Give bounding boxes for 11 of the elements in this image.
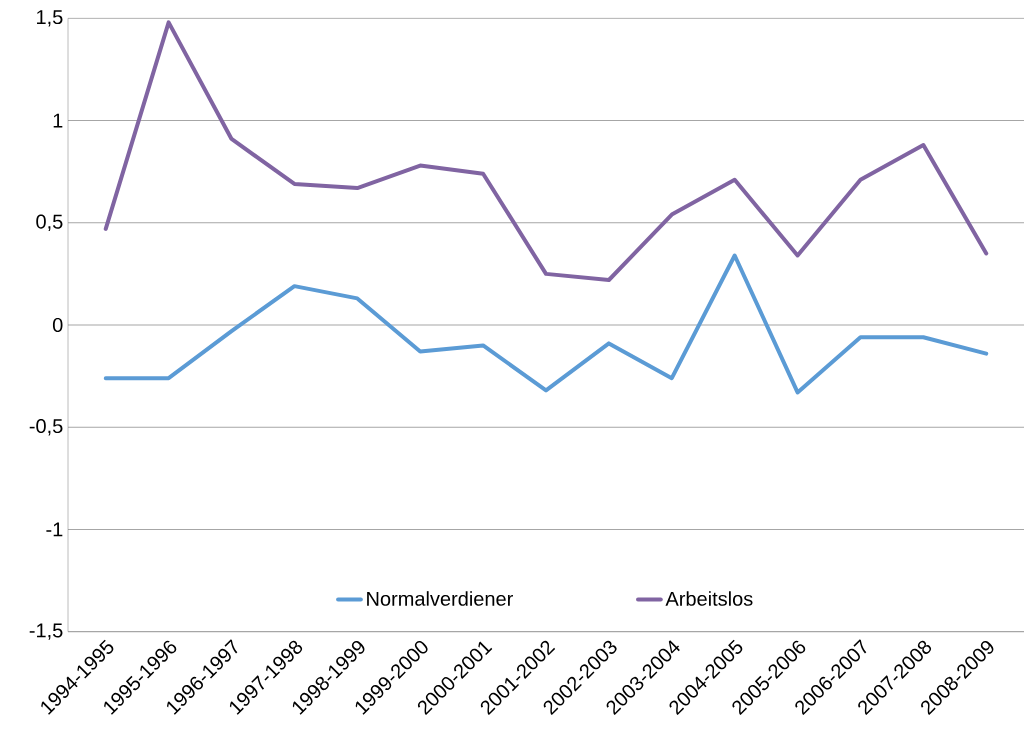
legend-label: Arbeitslos bbox=[665, 591, 753, 606]
y-tick-label: -1 bbox=[46, 522, 63, 537]
y-tick-label: -1,5 bbox=[29, 623, 63, 640]
y-tick-label: -0,5 bbox=[29, 418, 63, 436]
y-tick-label: 1 bbox=[53, 113, 63, 128]
y-tick-label: 0 bbox=[52, 317, 63, 333]
y-tick-label: 0,5 bbox=[36, 214, 63, 232]
line-series bbox=[103, 253, 989, 395]
line-series bbox=[103, 20, 989, 283]
legend-label: Normalverdiener bbox=[367, 591, 513, 606]
y-tick-label: 1,5 bbox=[37, 10, 63, 27]
